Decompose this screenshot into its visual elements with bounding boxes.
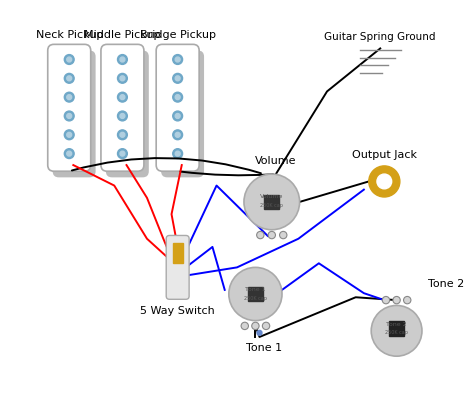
- Circle shape: [64, 111, 74, 121]
- Circle shape: [244, 174, 300, 230]
- Circle shape: [118, 54, 128, 64]
- Circle shape: [67, 114, 72, 118]
- Text: Tone 1: Tone 1: [246, 343, 282, 353]
- Circle shape: [403, 297, 411, 304]
- FancyBboxPatch shape: [101, 44, 144, 171]
- FancyBboxPatch shape: [106, 51, 149, 177]
- Circle shape: [229, 267, 282, 321]
- FancyBboxPatch shape: [156, 44, 199, 171]
- Text: Tone 1: Tone 1: [245, 288, 265, 293]
- Circle shape: [252, 322, 259, 330]
- Text: Tone 2: Tone 2: [428, 279, 465, 289]
- Circle shape: [369, 166, 400, 197]
- Circle shape: [263, 322, 270, 330]
- Circle shape: [173, 73, 182, 83]
- Text: 250K cap: 250K cap: [244, 295, 267, 301]
- FancyBboxPatch shape: [161, 51, 204, 177]
- Text: Middle Pickup: Middle Pickup: [84, 30, 161, 40]
- Text: Tone 2: Tone 2: [386, 322, 407, 327]
- Circle shape: [118, 73, 128, 83]
- Circle shape: [175, 95, 180, 100]
- Bar: [264, 194, 279, 209]
- Text: Output Jack: Output Jack: [352, 150, 417, 160]
- Circle shape: [118, 111, 128, 121]
- Text: 250K cap: 250K cap: [385, 330, 408, 335]
- Text: Volume: Volume: [260, 194, 283, 199]
- Circle shape: [173, 111, 182, 121]
- FancyBboxPatch shape: [48, 44, 91, 171]
- Circle shape: [280, 232, 287, 239]
- Text: Guitar Spring Ground: Guitar Spring Ground: [325, 32, 436, 42]
- Circle shape: [173, 54, 182, 64]
- Circle shape: [120, 114, 125, 118]
- Circle shape: [175, 151, 180, 156]
- Text: Neck Pickup: Neck Pickup: [36, 30, 103, 40]
- Circle shape: [64, 73, 74, 83]
- Circle shape: [393, 297, 400, 304]
- Circle shape: [377, 174, 392, 189]
- Text: Volume: Volume: [255, 156, 297, 166]
- Bar: [248, 287, 263, 301]
- Text: 250K cap: 250K cap: [260, 203, 283, 208]
- FancyBboxPatch shape: [53, 51, 96, 177]
- Circle shape: [67, 132, 72, 137]
- Circle shape: [120, 132, 125, 137]
- Circle shape: [118, 130, 128, 140]
- Circle shape: [382, 297, 390, 304]
- Circle shape: [67, 151, 72, 156]
- Circle shape: [256, 232, 264, 239]
- Circle shape: [67, 95, 72, 100]
- Circle shape: [67, 57, 72, 62]
- Circle shape: [67, 76, 72, 81]
- Circle shape: [118, 149, 128, 159]
- Circle shape: [173, 130, 182, 140]
- Circle shape: [118, 92, 128, 102]
- Circle shape: [173, 149, 182, 159]
- Circle shape: [120, 76, 125, 81]
- Circle shape: [175, 76, 180, 81]
- Bar: [173, 243, 182, 263]
- Bar: [389, 321, 404, 336]
- Circle shape: [120, 95, 125, 100]
- Text: Bridge Pickup: Bridge Pickup: [140, 30, 216, 40]
- Circle shape: [175, 114, 180, 118]
- Circle shape: [64, 130, 74, 140]
- Circle shape: [241, 322, 248, 330]
- Circle shape: [64, 92, 74, 102]
- Circle shape: [268, 232, 275, 239]
- Circle shape: [120, 151, 125, 156]
- Circle shape: [64, 149, 74, 159]
- Circle shape: [173, 92, 182, 102]
- Circle shape: [64, 54, 74, 64]
- Text: 5 Way Switch: 5 Way Switch: [140, 306, 215, 316]
- FancyBboxPatch shape: [166, 236, 189, 299]
- Circle shape: [120, 57, 125, 62]
- Circle shape: [257, 330, 262, 335]
- Circle shape: [371, 305, 422, 356]
- Circle shape: [175, 57, 180, 62]
- Circle shape: [175, 132, 180, 137]
